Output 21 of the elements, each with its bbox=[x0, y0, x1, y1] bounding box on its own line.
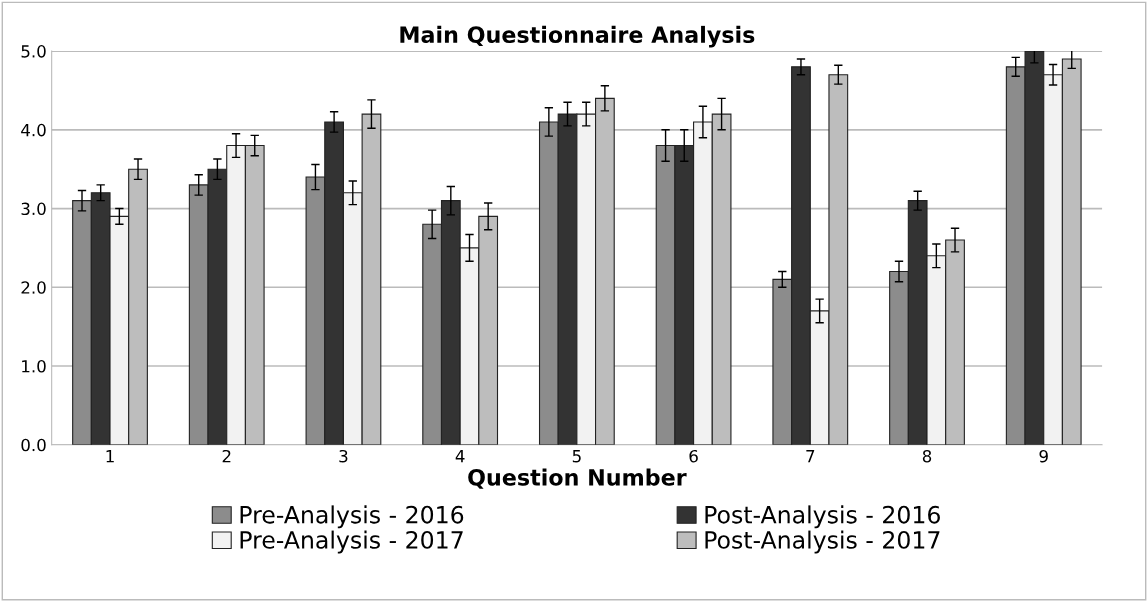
legend-label: Post-Analysis - 2016 bbox=[705, 505, 940, 529]
x-tick-label: 1 bbox=[106, 450, 114, 463]
x-tick-label: 2 bbox=[222, 449, 231, 463]
x-tick-label: 9 bbox=[1039, 449, 1048, 463]
y-tick-label: 4.0 bbox=[21, 123, 46, 137]
x-axis-title: Question Number bbox=[468, 468, 687, 489]
y-tick-label: 1.0 bbox=[22, 359, 46, 373]
x-tick-label: 6 bbox=[689, 449, 698, 463]
legend-label: Pre-Analysis - 2017 bbox=[240, 530, 463, 554]
x-tick-label: 7 bbox=[806, 450, 815, 463]
x-tick-label: 3 bbox=[339, 449, 348, 463]
x-tick-label: 5 bbox=[572, 450, 581, 463]
legend-label: Pre-Analysis - 2016 bbox=[240, 505, 464, 529]
x-tick-label: 4 bbox=[455, 450, 465, 463]
x-tick-label: 8 bbox=[922, 449, 932, 463]
y-tick-label: 0.0 bbox=[21, 438, 46, 452]
y-tick-label: 5.0 bbox=[21, 45, 46, 58]
y-tick-label: 3.0 bbox=[21, 202, 46, 216]
legend-label: Post-Analysis - 2017 bbox=[705, 530, 940, 554]
y-tick-label: 2.0 bbox=[21, 281, 46, 294]
chart-title: Main Questionnaire Analysis bbox=[400, 25, 755, 48]
